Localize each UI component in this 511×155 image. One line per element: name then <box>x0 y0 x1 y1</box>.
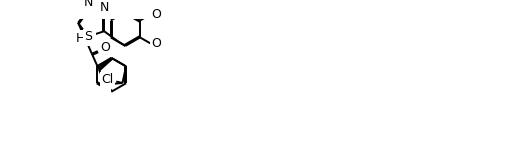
Text: N: N <box>83 0 92 9</box>
Text: N: N <box>100 1 109 14</box>
Text: O: O <box>151 8 161 21</box>
Text: S: S <box>102 78 110 91</box>
Text: O: O <box>151 37 161 50</box>
Text: Cl: Cl <box>102 73 114 86</box>
Text: HN: HN <box>76 32 95 45</box>
Text: O: O <box>100 41 110 54</box>
Text: S: S <box>84 30 92 43</box>
